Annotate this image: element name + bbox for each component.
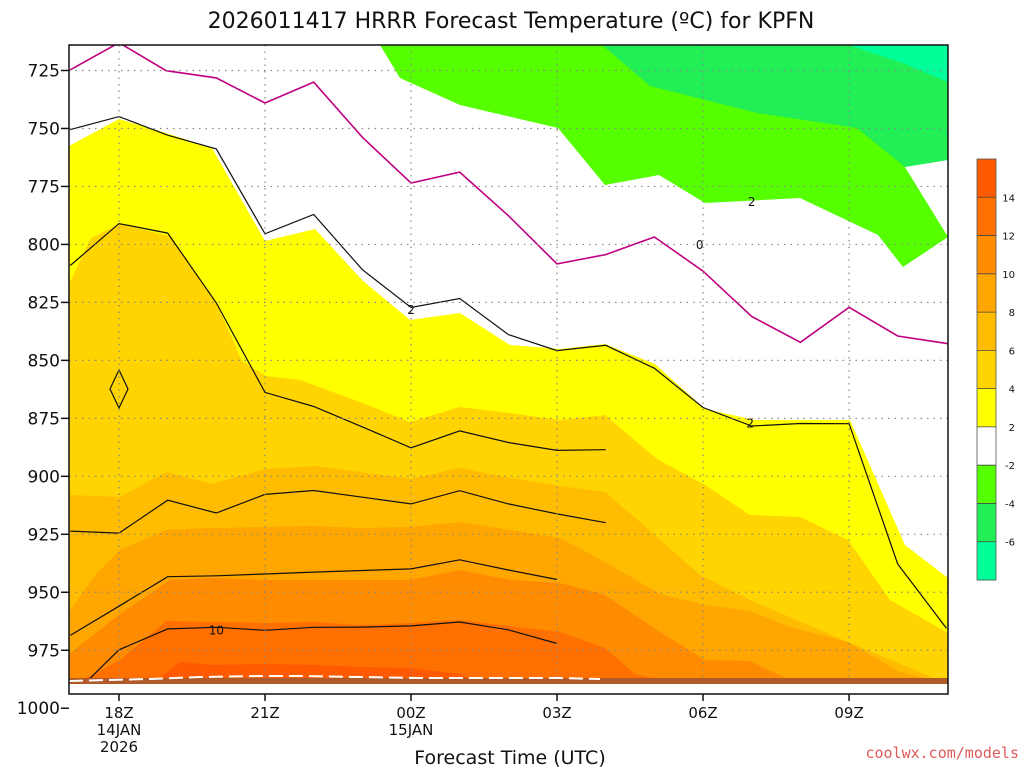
colorbar-swatch xyxy=(977,350,996,390)
band-minus6-minus8 xyxy=(848,45,948,82)
x-tick-label: 00Z xyxy=(396,704,425,722)
x-axis-label: Forecast Time (UTC) xyxy=(414,747,605,768)
x-tick-label: 06Z xyxy=(688,704,717,722)
colorbar-swatch xyxy=(977,503,996,543)
plot-area: 0 2 2 2 10 12 14 xyxy=(69,45,948,747)
y-tick-label: 825 xyxy=(28,293,60,313)
colorbar-label: 8 xyxy=(1009,308,1015,319)
y-tick-label: 1000 xyxy=(17,699,60,719)
y-tick-label: 875 xyxy=(28,409,60,429)
colorbar-label: 12 xyxy=(1002,232,1015,243)
y-tick-label: 975 xyxy=(28,641,60,661)
y-tick-label: 925 xyxy=(28,525,60,545)
colorbar-label: 14 xyxy=(1002,193,1015,204)
y-tick-label: 950 xyxy=(28,583,60,603)
colorbar-swatch xyxy=(977,159,996,198)
y-tick-label: 800 xyxy=(28,235,60,255)
grid-lines xyxy=(69,45,948,684)
x-tick-label: 15JAN xyxy=(389,721,434,739)
colorbar-label: 2 xyxy=(1009,423,1015,434)
plot-frame xyxy=(68,44,949,695)
colorbar-swatch xyxy=(977,312,996,351)
colorbar-swatch xyxy=(977,273,996,313)
contour-label: 2 xyxy=(748,195,756,209)
ground-surface xyxy=(69,678,948,684)
colorbar-swatch xyxy=(977,388,996,428)
colorbar-swatch xyxy=(977,426,996,466)
x-tick-label: 21Z xyxy=(250,704,279,722)
chart-title: 2026011417 HRRR Forecast Temperature (ºC… xyxy=(208,9,815,34)
colorbar-label: 4 xyxy=(1009,385,1015,396)
isoline-group xyxy=(69,45,948,684)
isoline-0 xyxy=(69,45,948,345)
colorbar-swatch xyxy=(977,465,996,504)
contour-label: 10 xyxy=(209,623,224,637)
contour-label: 2 xyxy=(407,303,415,317)
x-tick-label: 18Z xyxy=(104,704,133,722)
colorbar-label: -2 xyxy=(1005,461,1015,472)
colorbar-label: 10 xyxy=(1002,270,1015,281)
isoline-6 xyxy=(70,489,606,534)
colorbar-frame xyxy=(976,158,997,581)
contour-label: 12 xyxy=(257,683,272,697)
isoline-8 xyxy=(69,559,558,636)
isoline-10 xyxy=(83,621,558,684)
y-tick-label: 775 xyxy=(28,177,60,197)
colorbar-swatch xyxy=(977,197,996,237)
contour-label: 0 xyxy=(696,238,704,252)
ground-edge xyxy=(69,675,601,682)
isoline-4 xyxy=(69,222,606,452)
y-axis-ticks: 725 750 775 800 825 850 875 900 925 950 975 1000 xyxy=(17,62,69,719)
band-minus4-minus6 xyxy=(602,45,948,167)
colorbar-swatch xyxy=(977,235,996,275)
credit-text: coolwx.com/models xyxy=(865,744,1019,762)
colorbar: 14 12 10 8 6 4 2 -2 -4 -6 xyxy=(976,158,1015,581)
colorbar-label: -6 xyxy=(1005,538,1015,549)
y-tick-label: 725 xyxy=(28,62,60,82)
isoline-2 xyxy=(70,115,947,629)
contour-label: 2 xyxy=(746,416,754,430)
colorbar-label: 6 xyxy=(1009,346,1015,357)
colorbar-swatch xyxy=(977,541,996,581)
x-tick-label: 2026 xyxy=(100,738,138,756)
isoline-12 xyxy=(424,680,473,684)
colorbar-label: -4 xyxy=(1005,499,1015,510)
isoline-4-closed-loop xyxy=(109,368,129,410)
x-tick-label: 14JAN xyxy=(97,721,142,739)
contour-label-group: 0 2 2 2 10 12 14 xyxy=(209,195,756,747)
x-tick-label: 03Z xyxy=(542,704,571,722)
y-tick-label: 900 xyxy=(28,467,60,487)
contour-label: 14 xyxy=(257,733,272,747)
y-tick-label: 850 xyxy=(28,351,60,371)
x-tick-label: 09Z xyxy=(834,704,863,722)
y-tick-label: 750 xyxy=(28,119,60,139)
